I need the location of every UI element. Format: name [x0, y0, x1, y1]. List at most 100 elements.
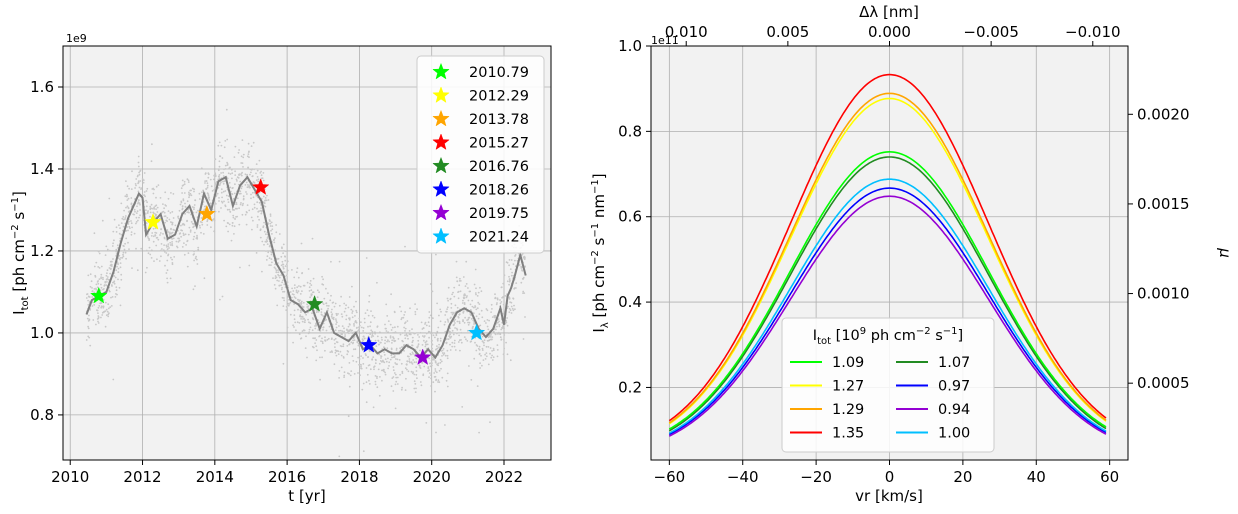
data-point — [399, 373, 401, 376]
data-point — [322, 278, 324, 281]
data-point — [209, 178, 212, 181]
data-point — [265, 199, 268, 202]
data-point — [494, 332, 496, 335]
data-point — [441, 376, 444, 379]
data-point — [355, 311, 358, 314]
data-point — [140, 247, 143, 250]
data-point — [453, 345, 456, 348]
data-point — [96, 309, 99, 312]
data-point — [392, 366, 395, 368]
data-point — [360, 364, 362, 366]
data-point — [139, 180, 142, 182]
data-point — [239, 190, 242, 193]
data-point — [474, 341, 476, 344]
data-point — [143, 172, 146, 174]
data-point — [483, 344, 485, 347]
data-point — [178, 239, 181, 242]
data-point — [496, 333, 499, 335]
data-point — [188, 191, 190, 194]
data-point — [220, 144, 223, 147]
data-point — [469, 341, 472, 343]
data-point — [206, 218, 209, 221]
data-point — [90, 280, 93, 283]
data-point — [245, 181, 248, 184]
data-point — [97, 282, 100, 285]
data-point — [231, 177, 233, 180]
data-point — [227, 201, 230, 204]
data-point — [182, 198, 185, 201]
legend-star-2013.78 — [432, 109, 450, 127]
data-point — [474, 306, 477, 308]
data-point — [399, 347, 401, 350]
data-point — [414, 313, 417, 316]
data-point — [241, 185, 243, 188]
data-point — [137, 190, 140, 193]
data-point — [87, 303, 90, 306]
data-point — [209, 202, 212, 205]
data-point — [119, 258, 121, 261]
data-point — [136, 205, 138, 208]
data-point — [130, 220, 132, 222]
data-point — [486, 325, 489, 328]
data-point — [164, 264, 166, 267]
data-point — [360, 321, 362, 324]
data-point — [163, 251, 166, 253]
left-x-tick-label-4: 2018 — [340, 468, 378, 486]
data-point — [183, 180, 186, 183]
data-point — [282, 263, 285, 266]
data-point — [292, 324, 294, 327]
data-point — [431, 290, 434, 293]
data-point — [369, 321, 372, 324]
data-point — [320, 340, 322, 342]
data-point — [245, 191, 247, 193]
data-point — [383, 346, 385, 349]
data-point — [362, 357, 364, 359]
data-point — [387, 339, 389, 341]
data-point — [506, 280, 509, 283]
data-point — [176, 245, 178, 248]
data-point — [334, 346, 336, 348]
data-point — [321, 340, 324, 343]
data-point — [388, 340, 390, 343]
data-point — [109, 249, 111, 252]
data-point — [133, 232, 136, 235]
data-point — [280, 255, 283, 258]
data-point — [121, 256, 124, 259]
data-point — [345, 314, 348, 317]
data-point — [462, 310, 465, 313]
data-point — [179, 232, 181, 235]
data-point — [360, 355, 362, 357]
data-point — [449, 343, 451, 346]
data-point — [510, 305, 513, 308]
data-point — [344, 307, 347, 310]
data-point — [367, 364, 370, 367]
data-point — [262, 179, 265, 182]
data-point — [504, 295, 507, 297]
data-point — [193, 259, 196, 262]
data-point — [355, 300, 357, 303]
data-point — [87, 325, 89, 328]
data-point — [306, 281, 309, 284]
data-point — [309, 282, 311, 285]
data-point — [167, 243, 170, 246]
data-point — [520, 281, 523, 284]
data-point — [510, 312, 513, 314]
data-point — [378, 353, 380, 356]
data-point — [297, 290, 300, 292]
data-point — [375, 345, 378, 347]
data-point — [344, 334, 346, 336]
data-point — [110, 296, 112, 299]
data-point — [173, 256, 176, 258]
data-point — [347, 372, 349, 374]
data-point — [419, 381, 422, 383]
data-point — [347, 325, 350, 328]
data-point — [208, 199, 211, 201]
data-point — [106, 281, 108, 283]
data-point — [184, 202, 186, 205]
data-point — [382, 359, 384, 362]
data-point — [88, 314, 90, 317]
data-point — [112, 378, 115, 381]
data-point — [286, 326, 289, 329]
data-point — [441, 349, 444, 352]
data-point — [510, 274, 513, 277]
